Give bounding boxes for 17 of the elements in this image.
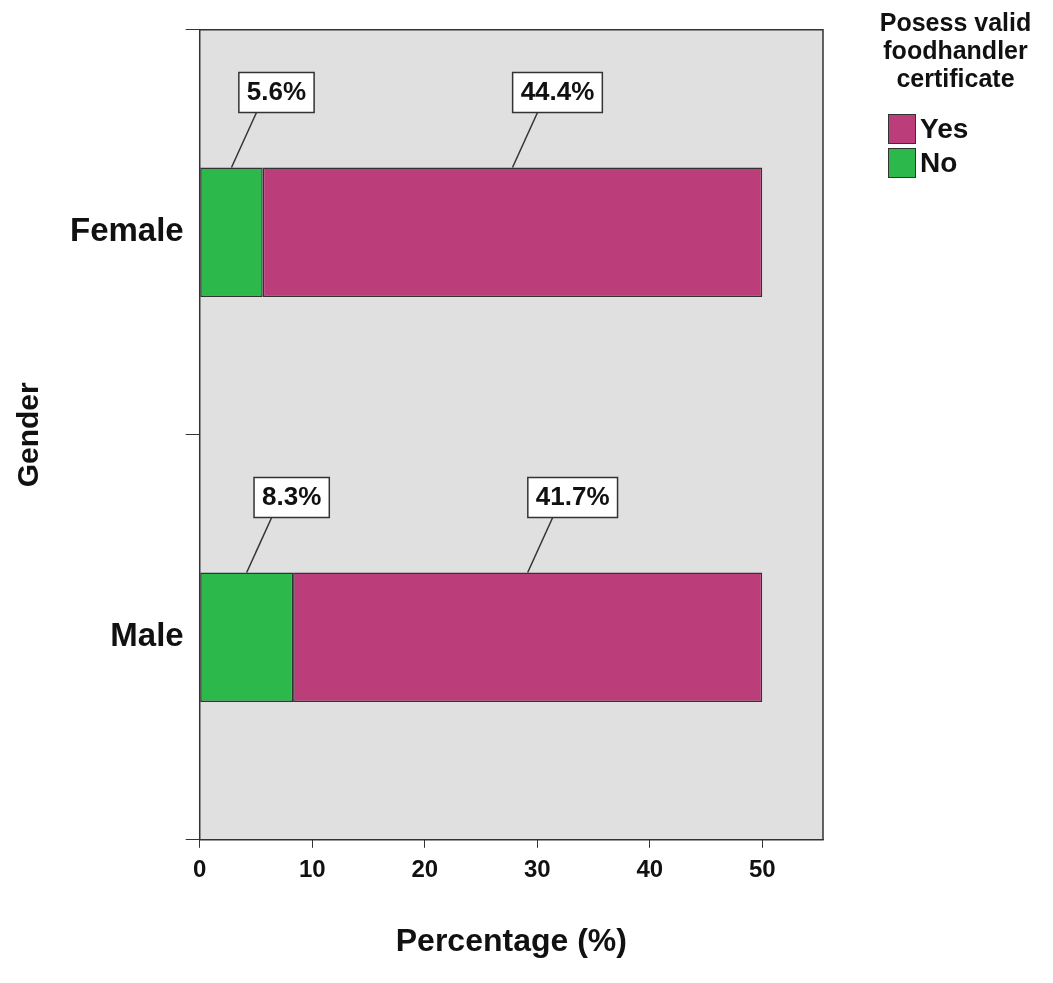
x-tick-label: 40 (636, 854, 664, 882)
y-tick-label: Male (110, 616, 184, 654)
x-tick-label: 50 (748, 854, 776, 882)
legend-title: Posess valid foodhandler certificate (878, 8, 1033, 92)
x-axis-title: Percentage (%) (395, 921, 627, 958)
x-tick-label: 10 (298, 854, 326, 882)
data-label: 44.4% (520, 75, 595, 106)
legend-label: No (920, 147, 958, 179)
data-label: 5.6% (246, 75, 307, 106)
data-label: 8.3% (262, 480, 322, 511)
x-tick-label: 0 (193, 854, 207, 882)
x-tick-label: 30 (523, 854, 551, 882)
data-label: 41.7% (535, 480, 610, 511)
legend-label: Yes (920, 113, 969, 145)
x-tick-label: 20 (411, 854, 439, 882)
y-tick-label: Female (69, 211, 184, 249)
y-axis-title: Gender (11, 381, 45, 488)
